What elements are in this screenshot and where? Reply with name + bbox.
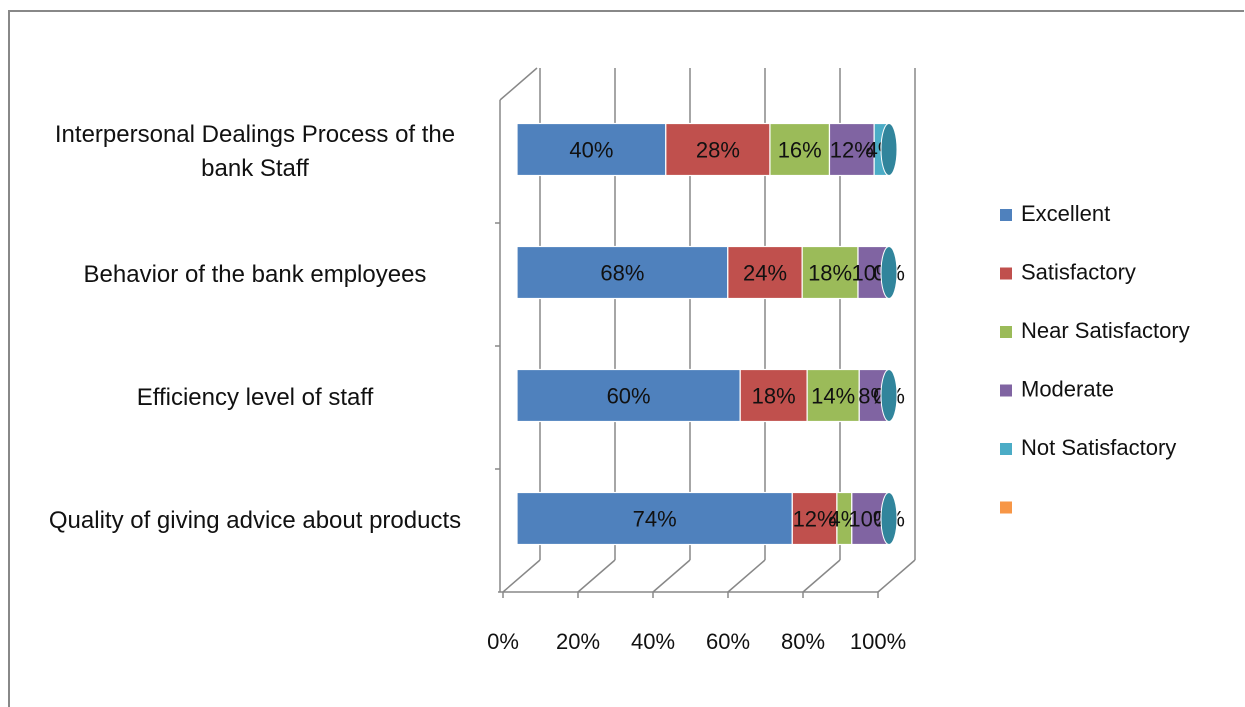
data-label: 14% <box>811 383 855 408</box>
legend-swatch <box>1000 384 1012 397</box>
grid-line <box>802 559 841 593</box>
data-label: 12% <box>830 137 874 162</box>
bar-segment <box>516 491 793 546</box>
grid-line <box>577 559 616 593</box>
bar-cap <box>880 369 898 422</box>
bar-segment <box>769 122 831 177</box>
data-label: 18% <box>752 383 796 408</box>
bar-segment <box>791 491 838 546</box>
x-tick-label: 0% <box>487 629 519 654</box>
grid-line <box>727 559 766 593</box>
bar-segment <box>739 368 808 423</box>
legend-label: Near Satisfactory <box>1021 318 1190 343</box>
legend-label: Excellent <box>1021 201 1110 226</box>
grid-line <box>502 559 541 593</box>
bar-cap <box>880 246 898 299</box>
bar-segment <box>727 245 803 300</box>
grid-line <box>877 559 916 593</box>
data-label: 40% <box>569 137 613 162</box>
legend-label: Satisfactory <box>1021 259 1136 284</box>
legend-swatch <box>1000 501 1012 514</box>
data-label: 68% <box>600 260 644 285</box>
data-label: 28% <box>696 137 740 162</box>
bar-segment <box>806 368 860 423</box>
x-tick-label: 100% <box>850 629 906 654</box>
data-label: 18% <box>808 260 852 285</box>
grid-line <box>652 559 691 593</box>
y-tick-label: Behavior of the bank employees <box>83 260 427 288</box>
bar-segment <box>665 122 771 177</box>
bar-segment <box>516 368 741 423</box>
data-label: 60% <box>607 383 651 408</box>
chart-frame <box>8 10 1244 707</box>
x-tick-label: 20% <box>556 629 600 654</box>
axis-line <box>499 67 538 101</box>
y-tick-label: Interpersonal Dealings Process of the ba… <box>54 120 456 182</box>
legend-swatch <box>1000 209 1012 221</box>
data-label: 12% <box>793 506 837 531</box>
x-tick-label: 40% <box>631 629 675 654</box>
y-tick-label: Quality of giving advice about products <box>48 506 462 534</box>
data-label: 16% <box>778 137 822 162</box>
bar-cap <box>880 123 898 176</box>
legend-label: Not Satisfactory <box>1021 435 1176 460</box>
bar-segment <box>516 122 667 177</box>
x-tick-label: 80% <box>781 629 825 654</box>
x-tick-label: 60% <box>706 629 750 654</box>
bar-cap <box>880 492 898 545</box>
bar-segment <box>828 122 875 177</box>
data-label: 24% <box>743 260 787 285</box>
legend-swatch <box>1000 267 1012 280</box>
y-tick-label: Efficiency level of staff <box>136 383 374 411</box>
data-label: 74% <box>633 506 677 531</box>
legend-label: Moderate <box>1021 376 1114 401</box>
legend-swatch <box>1000 326 1012 338</box>
legend-swatch <box>1000 443 1012 455</box>
